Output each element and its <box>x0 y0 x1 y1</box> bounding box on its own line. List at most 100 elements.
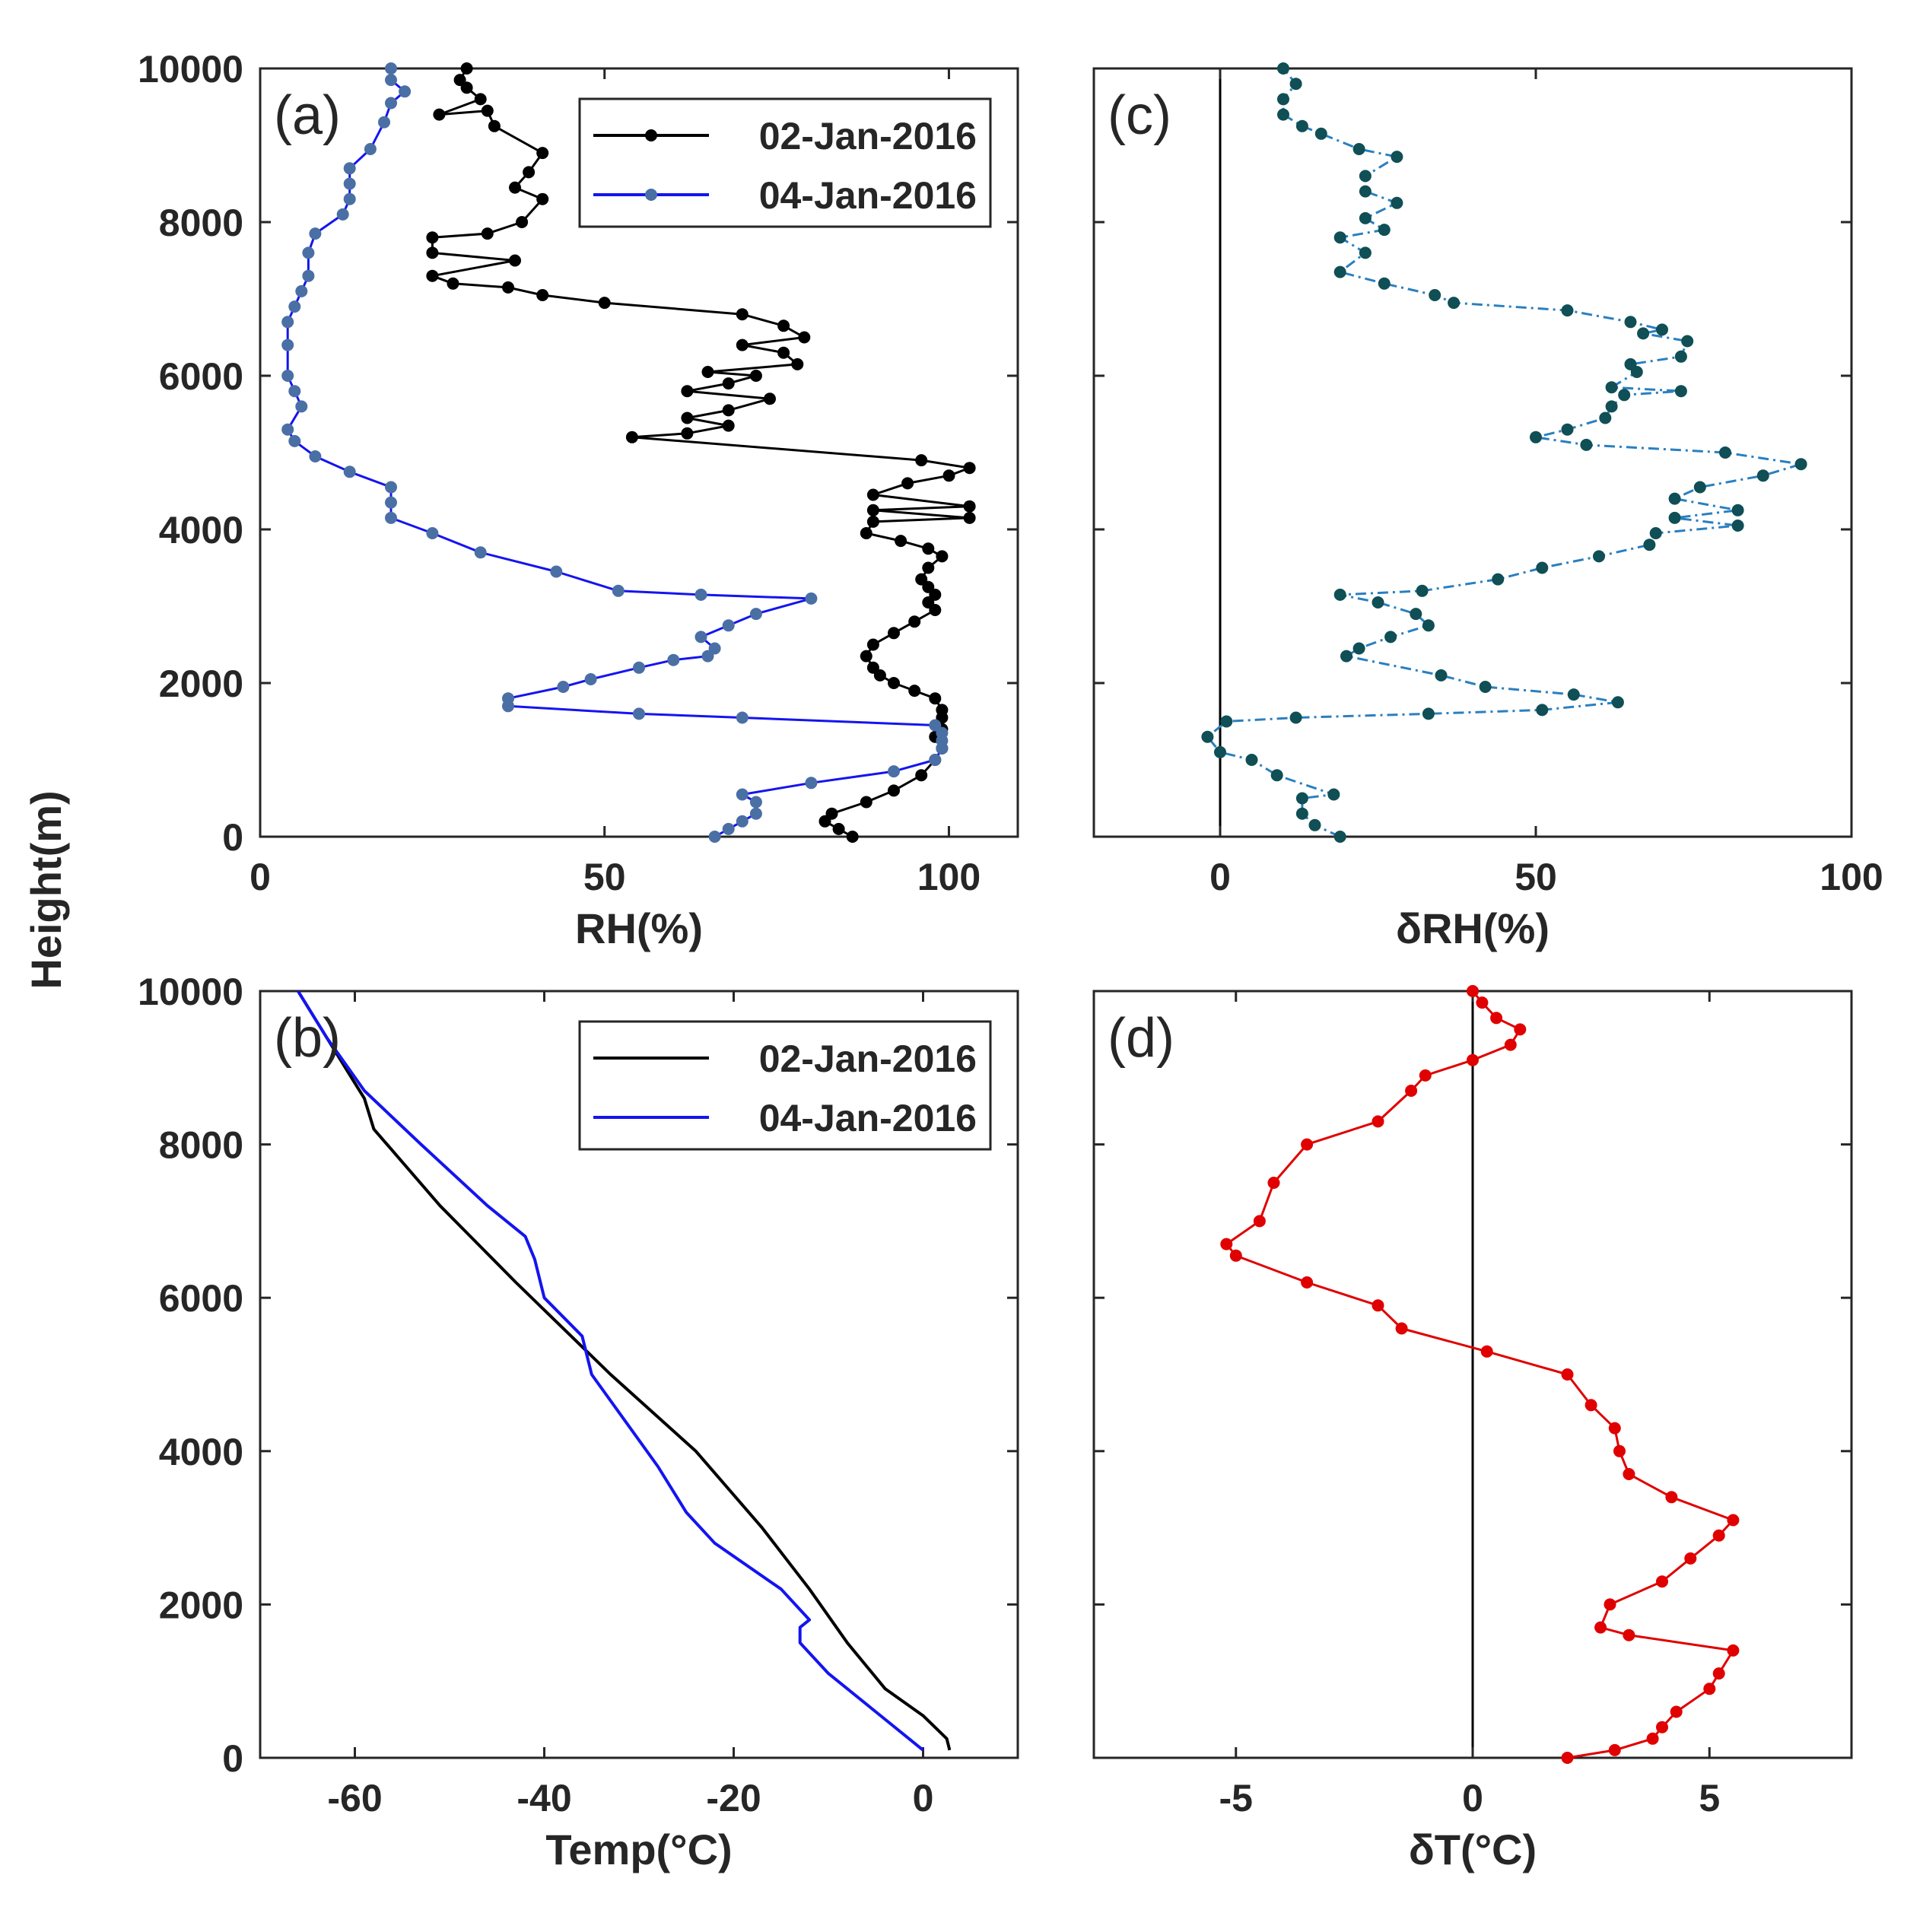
data-point <box>736 711 749 724</box>
x-tick-label: 50 <box>583 856 626 898</box>
data-point <box>1229 1249 1242 1262</box>
data-point <box>901 477 914 490</box>
data-point <box>1289 78 1302 91</box>
data-point <box>1490 1012 1503 1025</box>
data-point <box>1301 1276 1314 1289</box>
data-point <box>722 404 735 417</box>
data-point <box>1756 469 1769 482</box>
data-point <box>777 319 790 332</box>
data-point <box>1593 550 1605 563</box>
data-point <box>1561 1368 1574 1381</box>
data-point <box>888 784 900 797</box>
data-point <box>1422 619 1435 632</box>
data-point <box>908 685 921 697</box>
data-point <box>385 496 397 509</box>
data-point <box>1416 584 1429 597</box>
data-point <box>1314 127 1327 140</box>
data-point <box>888 677 900 689</box>
data-point <box>1295 792 1308 805</box>
data-point <box>860 527 873 539</box>
data-point <box>343 177 356 190</box>
legend-b: 02-Jan-2016 04-Jan-2016 <box>578 1020 992 1151</box>
data-point <box>1703 1683 1716 1695</box>
data-point <box>612 584 625 597</box>
data-point <box>736 308 749 321</box>
data-point <box>1504 1038 1517 1051</box>
data-point <box>1492 573 1505 586</box>
series-d-0 <box>1220 985 1740 1764</box>
data-point <box>866 638 879 651</box>
legend-entry: 02-Jan-2016 <box>759 115 977 157</box>
data-point <box>1340 650 1352 663</box>
data-point <box>1613 1444 1626 1457</box>
data-point <box>385 481 397 494</box>
data-point <box>936 704 949 717</box>
x-tick-label: -60 <box>327 1777 382 1819</box>
y-tick-label: 10000 <box>138 48 243 91</box>
data-point <box>1333 231 1346 244</box>
data-point <box>1467 985 1479 997</box>
data-point <box>1731 504 1744 516</box>
series-a-0 <box>426 62 976 843</box>
data-point <box>1220 1238 1233 1250</box>
data-point <box>309 450 322 462</box>
data-point <box>302 269 315 282</box>
data-point <box>1561 423 1574 436</box>
data-point <box>922 542 935 555</box>
data-point <box>1605 381 1618 394</box>
data-point <box>343 466 356 478</box>
data-point <box>736 338 749 351</box>
data-point <box>336 208 349 221</box>
data-point <box>1604 1598 1616 1611</box>
data-point <box>1245 754 1258 766</box>
legend-entry: 04-Jan-2016 <box>759 174 977 217</box>
data-point <box>1378 277 1391 290</box>
shared-y-axis-label: Height(m) <box>22 790 70 989</box>
data-point <box>1419 1069 1432 1082</box>
data-point <box>1359 170 1372 183</box>
data-point <box>502 281 514 294</box>
data-point <box>1536 561 1549 574</box>
data-point <box>1656 1575 1668 1588</box>
data-point <box>832 822 845 835</box>
data-point <box>295 284 308 297</box>
data-point <box>426 269 439 282</box>
data-point <box>908 615 921 628</box>
data-point <box>509 181 521 194</box>
data-point <box>681 427 694 440</box>
data-point <box>764 392 776 405</box>
data-point <box>805 777 818 790</box>
y-tick-label: 8000 <box>159 1124 243 1167</box>
data-point <box>1405 1085 1418 1097</box>
data-point <box>866 515 879 528</box>
data-point <box>929 692 942 705</box>
x-tick-label: 50 <box>1515 856 1557 898</box>
data-point <box>1536 704 1549 717</box>
data-point <box>385 74 397 87</box>
data-point <box>1668 511 1681 524</box>
legend-swatch-marker <box>645 129 657 141</box>
data-point <box>1410 608 1422 621</box>
data-point <box>1467 1053 1479 1066</box>
data-point <box>963 462 976 475</box>
data-point <box>1333 265 1346 278</box>
y-tick-label: 4000 <box>159 509 243 551</box>
data-point <box>633 661 645 674</box>
x-tick-label: 0 <box>1462 1777 1483 1819</box>
data-point <box>1391 151 1403 164</box>
data-point <box>1561 304 1574 317</box>
data-point <box>1561 1752 1574 1764</box>
data-point <box>1352 143 1365 155</box>
panel-a: 0 50 100 0 2000 4000 6000 8000 10000 RH(%) (a) 02-J… <box>138 48 1019 952</box>
axes-box-b <box>259 990 1019 1759</box>
x-tick-label: 0 <box>250 856 271 898</box>
data-point <box>1359 246 1372 259</box>
data-point <box>426 246 439 259</box>
data-point <box>1670 1705 1683 1718</box>
data-point <box>536 192 549 205</box>
series-line <box>297 990 952 1751</box>
data-point <box>1372 1115 1384 1128</box>
data-point <box>1530 431 1542 443</box>
x-tick-label: -40 <box>517 1777 571 1819</box>
x-tick-label: -5 <box>1219 1777 1253 1819</box>
